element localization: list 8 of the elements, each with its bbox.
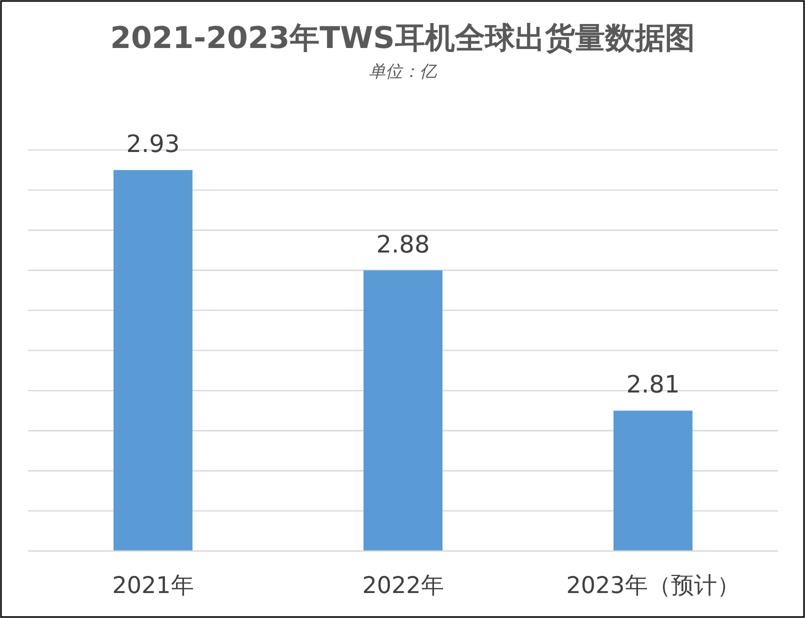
chart-subtitle: 单位：亿 xyxy=(368,62,438,82)
chart-title: 2021-2023年TWS耳机全球出货量数据图 xyxy=(110,21,695,56)
data-label: 2.81 xyxy=(626,370,680,399)
data-label: 2.88 xyxy=(376,230,430,258)
x-tick-label: 2023年（预计） xyxy=(566,573,740,599)
x-tick-label: 2021年 xyxy=(112,573,194,599)
data-label: 2.93 xyxy=(126,130,180,158)
x-tick-label: 2022年 xyxy=(362,573,444,599)
